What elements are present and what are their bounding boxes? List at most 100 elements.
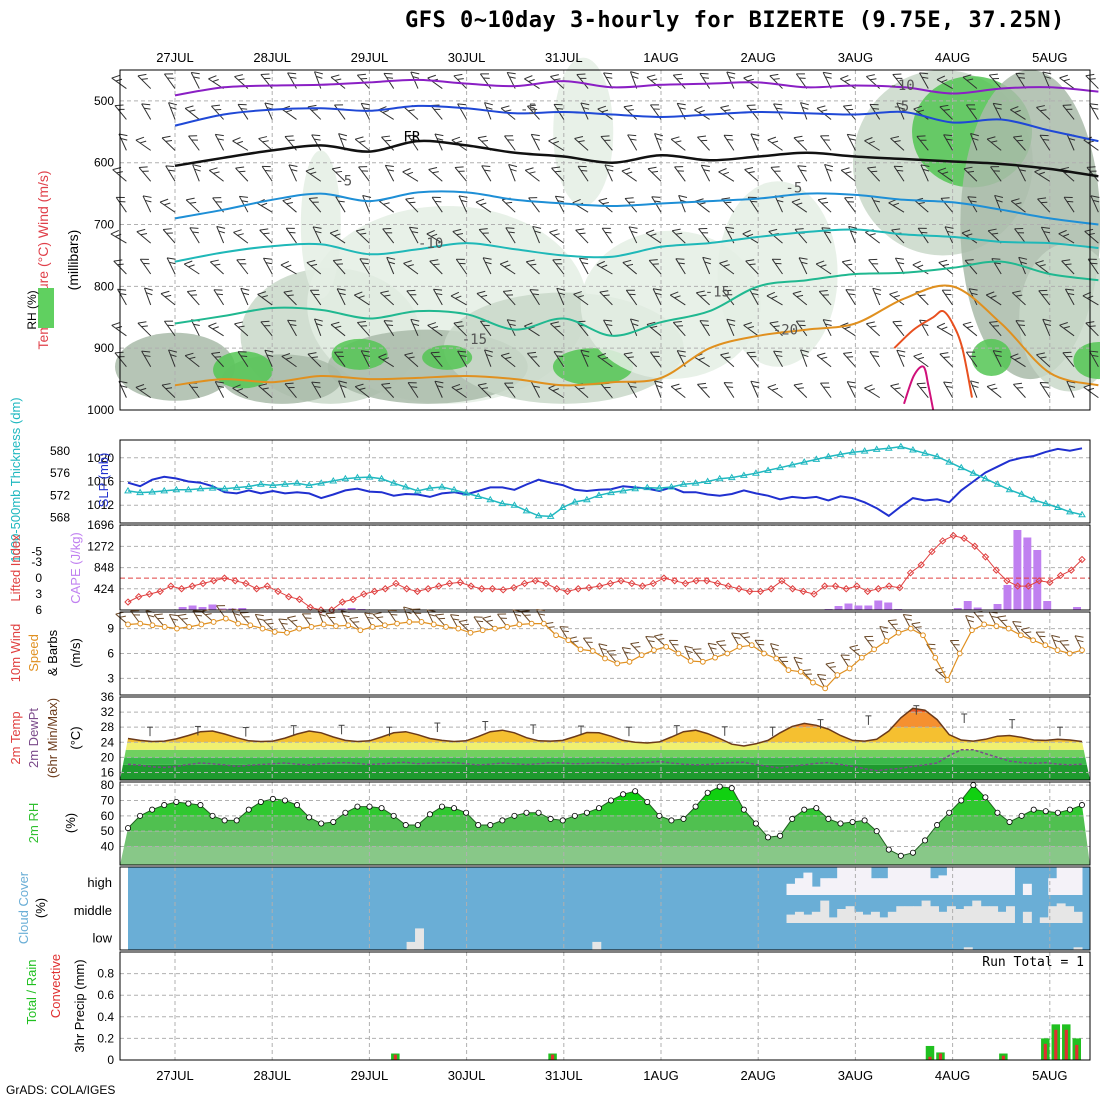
barb-flag: [383, 202, 390, 205]
barb-flag: [164, 202, 171, 206]
barb-flag: [702, 256, 712, 260]
barb-flag: [707, 642, 717, 646]
cloud-cell: [921, 900, 931, 923]
barb-flag: [536, 608, 545, 612]
barb-staff: [575, 229, 589, 244]
rh-point: [463, 809, 470, 816]
thickness-point: [776, 463, 784, 471]
barb-flag: [872, 287, 882, 291]
barb-flag: [677, 350, 686, 353]
barb-staff: [359, 258, 370, 275]
barb-staff: [211, 105, 224, 120]
barb-flag: [314, 318, 323, 322]
barb-flag: [159, 198, 169, 203]
barb-staff: [430, 105, 443, 120]
barb-flag: [325, 612, 335, 615]
barb-flag: [431, 326, 439, 329]
barb-flag: [825, 76, 832, 79]
barb-staff: [527, 353, 540, 368]
barb-flag: [119, 615, 126, 618]
rh-point: [595, 805, 602, 812]
barb-flag: [867, 166, 877, 169]
barb-flag: [795, 202, 803, 206]
isotherm-line: [174, 139, 1099, 178]
barb-flag: [120, 385, 128, 388]
precip-conv-bar: [393, 1054, 397, 1060]
isotherm-label: -10: [418, 236, 443, 252]
barb-flag: [287, 615, 296, 619]
upper-wind-barb: [913, 105, 929, 120]
lifted-index-point: [724, 582, 732, 590]
barb-flag: [135, 384, 145, 388]
barb-flag: [551, 166, 561, 169]
upper-wind-barb: [573, 291, 589, 306]
barb-flag: [484, 169, 491, 172]
upper-wind-barb: [962, 74, 978, 89]
barb-flag: [941, 79, 948, 83]
upper-wind-barb: [890, 136, 905, 151]
barb-flag: [343, 614, 350, 618]
barb-flag: [358, 166, 368, 168]
barb-staff: [1013, 136, 1026, 151]
upper-wind-barb: [604, 164, 614, 182]
upper-wind-barb: [550, 321, 565, 337]
barb-flag: [232, 137, 241, 142]
wind10-barb: [825, 661, 838, 676]
thickness-point: [824, 452, 833, 460]
barb-flag: [453, 73, 463, 77]
lifted-index-point: [981, 553, 990, 561]
barb-flag: [744, 166, 754, 170]
rh-point: [668, 817, 675, 824]
barb-staff: [114, 352, 127, 368]
lifted-index-point: [488, 585, 497, 593]
thickness-point: [909, 445, 917, 453]
barb-flag: [991, 258, 1001, 260]
rh-point: [813, 805, 820, 812]
barb-flag: [403, 260, 412, 264]
barb-flag: [285, 356, 293, 360]
barb-flag: [943, 109, 950, 111]
barb-staff: [1089, 103, 1099, 120]
barb-flag: [187, 290, 196, 292]
barb-flag: [167, 257, 176, 260]
thickness-point: [703, 477, 712, 484]
precip-ylabel-text: 3hr Precip (mm): [72, 959, 87, 1052]
barb-staff: [1058, 233, 1075, 244]
cloud-cell: [837, 909, 847, 923]
cloud-cell: [1006, 867, 1015, 895]
barb-staff: [237, 351, 249, 368]
lifted-ytick: -3: [31, 555, 42, 569]
wind10-point: [418, 619, 425, 625]
barb-flag: [286, 227, 295, 229]
barb-flag: [627, 109, 634, 111]
cloud-cell: [913, 867, 923, 895]
wind10-point: [222, 615, 229, 622]
barb-staff: [943, 381, 954, 398]
barb-flag: [700, 387, 708, 389]
barb-staff: [213, 289, 225, 306]
barb-flag: [184, 260, 193, 265]
thickness-point: [534, 511, 543, 519]
barb-flag: [627, 356, 634, 359]
barb-staff: [525, 261, 540, 275]
lifted-index-point: [703, 577, 711, 585]
barb-flag: [651, 170, 659, 173]
barb-flag: [558, 292, 566, 296]
barb-staff: [864, 140, 880, 151]
barb-flag: [426, 609, 436, 613]
barb-staff: [258, 385, 273, 399]
barb-staff: [604, 164, 613, 182]
isotherm-label: -10: [889, 78, 914, 94]
barb-staff: [893, 165, 905, 182]
upper-wind-barb: [184, 352, 200, 368]
upper-wind-barb: [257, 291, 273, 306]
upper-wind-barb: [383, 320, 395, 337]
lifted-index-point: [756, 587, 765, 596]
upper-wind-barb: [846, 133, 856, 151]
barb-flag: [775, 262, 782, 265]
lifted-index-point: [252, 585, 261, 593]
barb-staff: [840, 169, 856, 182]
barb-staff: [1082, 295, 1099, 306]
barb-staff: [114, 105, 127, 120]
rh-point: [909, 849, 916, 856]
